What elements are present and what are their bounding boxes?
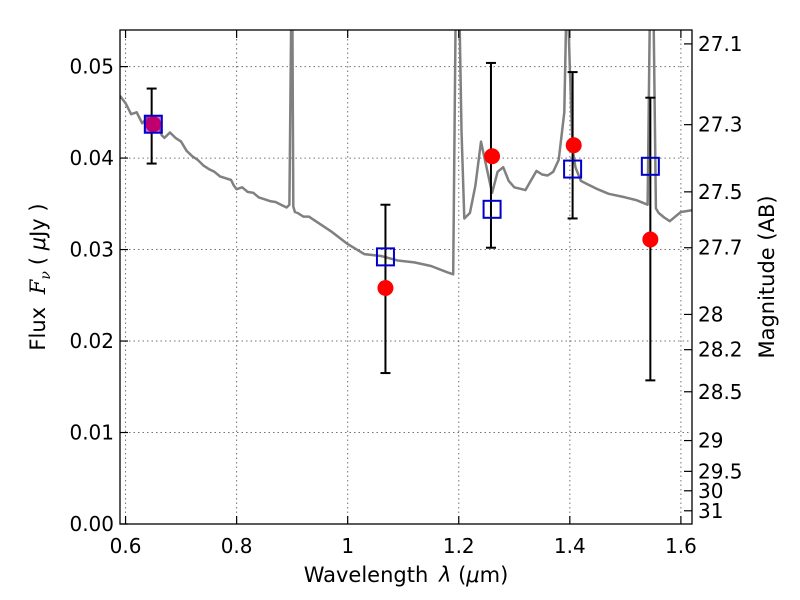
y-tick-label: 0.01 (69, 421, 114, 445)
x-tick-label: 1.6 (665, 534, 697, 558)
mag-tick-label: 28.2 (698, 338, 743, 362)
observed-points (145, 116, 659, 296)
axis-ticks: 0.6 0.8 1 1.2 1.4 1.6 0.00 0.01 0.02 0.03 0.04 0.05… (69, 30, 743, 558)
mag-tick-label: 29.5 (698, 459, 743, 483)
grid (120, 30, 692, 525)
plot-frame (119, 29, 693, 525)
y-tick-label: 0.03 (69, 238, 114, 262)
y-tick-label: 0.02 (69, 329, 114, 353)
x-axis-label: Wavelength λ (μm) (304, 563, 509, 587)
x-tick-label: 1 (341, 534, 354, 558)
mag-tick-label: 27.1 (698, 32, 743, 56)
observed-point (642, 231, 659, 248)
y-tick-label: 0.04 (69, 146, 114, 170)
observed-point (377, 279, 394, 296)
plot-area (120, 30, 692, 382)
mag-tick-label: 28 (698, 302, 723, 326)
observed-point (484, 148, 501, 165)
model-square (143, 114, 163, 134)
model-square-overlap (144, 115, 162, 133)
x-tick-label: 0.6 (110, 534, 142, 558)
model-square (482, 199, 502, 219)
mag-tick-label: 28.5 (698, 380, 743, 404)
x-tick-label: 0.8 (221, 534, 253, 558)
mag-tick-label: 31 (698, 499, 723, 523)
model-squares (143, 114, 660, 267)
y-axis-label: Flux Fν( μJy ) (26, 203, 54, 350)
model-square (640, 156, 660, 176)
sed-model-line (120, 30, 692, 276)
mag-tick-label: 29 (698, 429, 723, 453)
observed-point (565, 137, 582, 154)
model-square (375, 247, 395, 267)
x-tick-label: 1.2 (443, 534, 475, 558)
x-tick-label: 1.4 (554, 534, 586, 558)
y-tick-label: 0.00 (69, 512, 114, 536)
y-tick-label: 0.05 (69, 55, 114, 79)
error-bars (146, 61, 656, 382)
mag-tick-label: 30 (698, 479, 723, 503)
mag-tick-label: 27.5 (698, 180, 743, 204)
model-square (563, 159, 583, 179)
mag-tick-label: 27.7 (698, 236, 743, 260)
mag-tick-label: 27.3 (698, 113, 743, 137)
y-axis-right-label: Magnitude (AB) (755, 195, 779, 358)
